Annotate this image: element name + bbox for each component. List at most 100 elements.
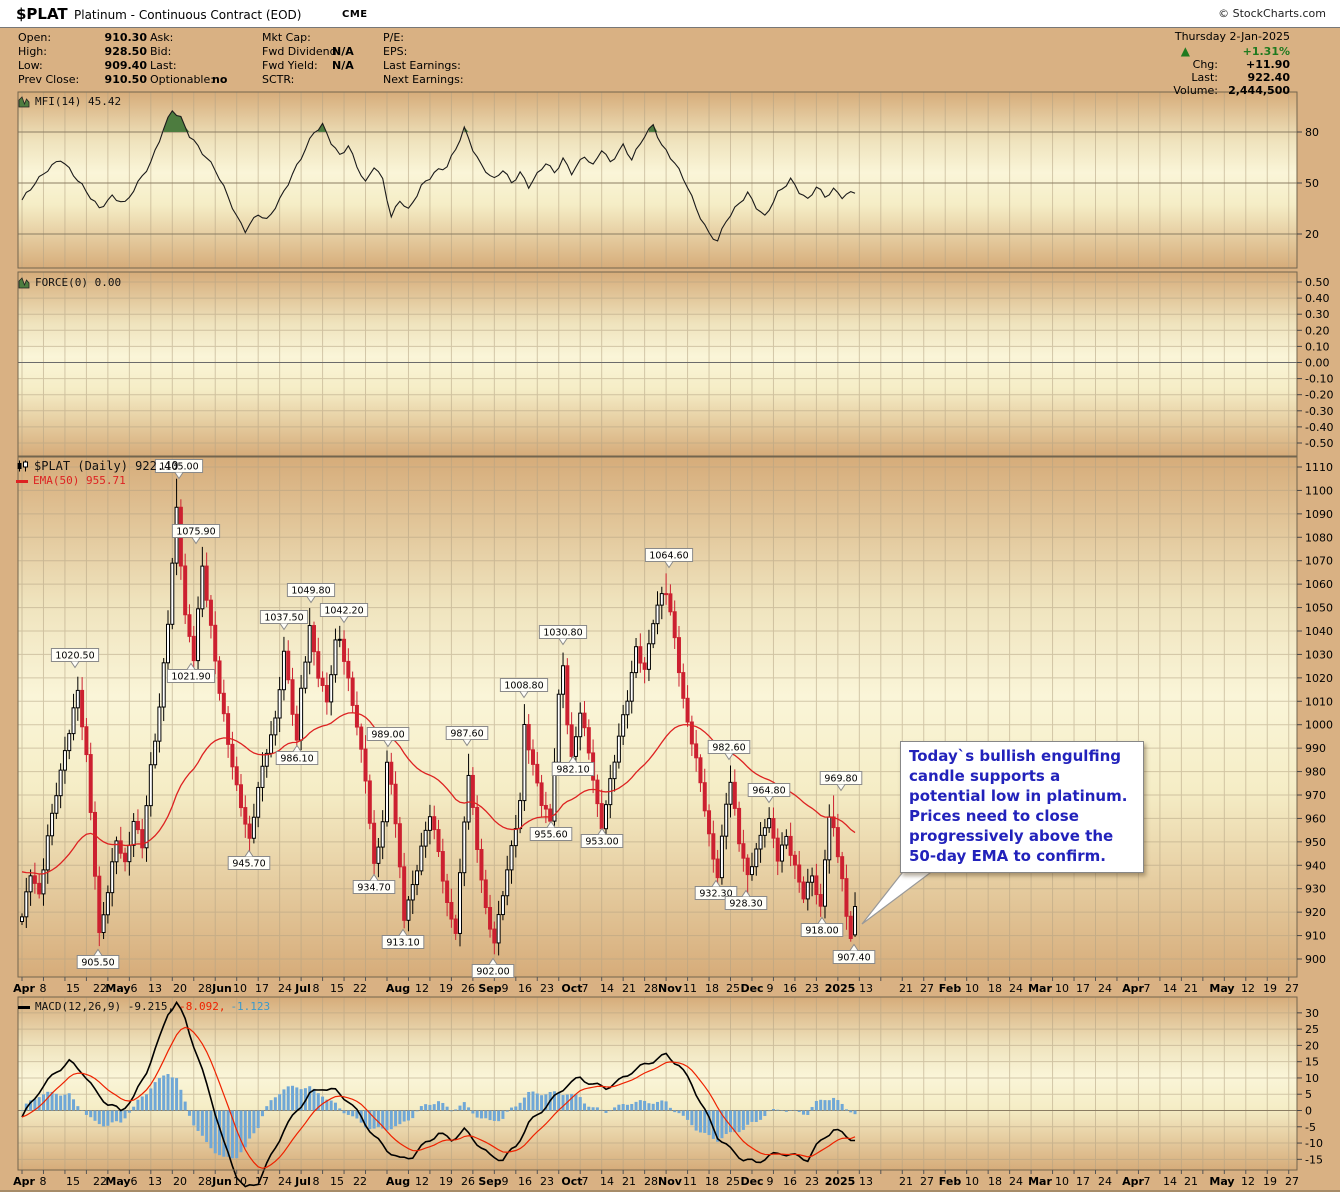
svg-text:21: 21 xyxy=(899,982,913,995)
svg-text:1070: 1070 xyxy=(1305,555,1333,568)
svg-text:987.60: 987.60 xyxy=(450,729,483,740)
svg-text:14: 14 xyxy=(1163,1175,1177,1188)
svg-text:18: 18 xyxy=(988,982,1002,995)
quote-label: Chg: xyxy=(1192,58,1218,71)
svg-text:19: 19 xyxy=(439,982,453,995)
svg-text:25: 25 xyxy=(726,982,740,995)
svg-text:12: 12 xyxy=(1241,982,1255,995)
svg-text:10: 10 xyxy=(1305,1072,1319,1085)
svg-text:13: 13 xyxy=(148,1175,162,1188)
svg-text:8: 8 xyxy=(40,1175,47,1188)
svg-text:19: 19 xyxy=(439,1175,453,1188)
svg-text:Aug: Aug xyxy=(386,1175,410,1188)
macd-histogram xyxy=(20,1074,857,1159)
svg-text:28: 28 xyxy=(198,1175,212,1188)
svg-text:24: 24 xyxy=(278,1175,292,1188)
svg-text:953.00: 953.00 xyxy=(585,837,618,848)
svg-text:1090: 1090 xyxy=(1305,508,1333,521)
price-label: $PLAT (Daily) 922.40 xyxy=(34,459,179,473)
quote-value: 910.50 xyxy=(104,73,147,86)
quote-label: Low: xyxy=(18,59,43,72)
svg-text:May: May xyxy=(1209,1175,1234,1188)
svg-text:6: 6 xyxy=(131,982,138,995)
svg-text:19: 19 xyxy=(1263,982,1277,995)
quote-label: Mkt Cap: xyxy=(262,31,311,44)
svg-text:12: 12 xyxy=(415,1175,429,1188)
svg-text:5: 5 xyxy=(1305,1088,1312,1101)
svg-text:920: 920 xyxy=(1305,906,1326,919)
macd-label: MACD(12,26,9) -9.215, xyxy=(35,1000,175,1013)
ema-label: EMA(50) 955.71 xyxy=(33,474,126,487)
svg-text:1021.90: 1021.90 xyxy=(171,672,210,683)
svg-text:0.50: 0.50 xyxy=(1305,276,1330,289)
svg-text:16: 16 xyxy=(783,1175,797,1188)
svg-text:-0.30: -0.30 xyxy=(1305,405,1333,418)
quote-value: N/A xyxy=(332,59,354,72)
ema-legend: EMA(50) 955.71 xyxy=(16,474,126,487)
callout-line: candle supports a xyxy=(909,767,1061,785)
svg-text:21: 21 xyxy=(622,1175,636,1188)
svg-text:14: 14 xyxy=(600,982,614,995)
quote-date: Thursday 2-Jan-2025 xyxy=(1174,30,1290,43)
callout-line: Today`s bullish engulfing xyxy=(909,747,1121,765)
svg-text:950: 950 xyxy=(1305,836,1326,849)
svg-text:0.20: 0.20 xyxy=(1305,324,1330,337)
force-legend: FORCE(0) 0.00 xyxy=(18,276,121,289)
quote-label: Open: xyxy=(18,31,52,44)
svg-text:Apr: Apr xyxy=(13,1175,35,1188)
callout-line: progressively above the xyxy=(909,827,1114,845)
instrument-name: Platinum - Continuous Contract (EOD) xyxy=(74,8,302,22)
quote-change-row: Last: 922.40 xyxy=(1191,71,1290,84)
percent-change-row: ▲ +1.31% xyxy=(1181,44,1290,58)
quote-value: 928.50 xyxy=(104,45,147,58)
svg-text:10: 10 xyxy=(965,1175,979,1188)
svg-text:-10: -10 xyxy=(1305,1137,1323,1150)
svg-text:1080: 1080 xyxy=(1305,531,1333,544)
macd-line-swatch xyxy=(18,1005,30,1009)
macd-legend: MACD(12,26,9) -9.215, -8.092, -1.123 xyxy=(18,1000,270,1013)
svg-text:1100: 1100 xyxy=(1305,484,1333,497)
svg-text:9: 9 xyxy=(502,982,509,995)
svg-text:Oct: Oct xyxy=(561,982,582,995)
svg-text:10: 10 xyxy=(233,1175,247,1188)
svg-text:27: 27 xyxy=(1285,982,1299,995)
svg-text:982.60: 982.60 xyxy=(712,743,745,754)
svg-text:1030: 1030 xyxy=(1305,648,1333,661)
mfi-label: MFI(14) 45.42 xyxy=(35,95,122,108)
svg-text:7: 7 xyxy=(1144,982,1151,995)
macd-signal-line xyxy=(21,1026,856,1169)
force-label: FORCE(0) 0.00 xyxy=(35,276,122,289)
svg-text:0.30: 0.30 xyxy=(1305,308,1330,321)
svg-text:28: 28 xyxy=(198,982,212,995)
callout-line: 50-day EMA to confirm. xyxy=(909,847,1106,865)
svg-text:10: 10 xyxy=(1055,982,1069,995)
svg-text:0.00: 0.00 xyxy=(1305,357,1330,370)
svg-text:21: 21 xyxy=(622,982,636,995)
svg-text:24: 24 xyxy=(1098,982,1112,995)
quote-value: +11.90 xyxy=(1245,58,1290,71)
svg-text:24: 24 xyxy=(1009,982,1023,995)
svg-text:May: May xyxy=(105,1175,130,1188)
svg-text:1075.90: 1075.90 xyxy=(176,527,215,538)
quote-label: Next Earnings: xyxy=(383,73,464,86)
svg-text:Nov: Nov xyxy=(658,982,683,995)
svg-text:0.40: 0.40 xyxy=(1305,292,1330,305)
svg-text:May: May xyxy=(105,982,130,995)
quote-value: no xyxy=(212,73,228,86)
svg-text:Apr: Apr xyxy=(13,982,35,995)
svg-text:19: 19 xyxy=(1263,1175,1277,1188)
quote-label: Fwd Dividend: xyxy=(262,45,341,58)
svg-text:10: 10 xyxy=(1055,1175,1069,1188)
svg-text:1008.80: 1008.80 xyxy=(504,681,543,692)
svg-text:1064.60: 1064.60 xyxy=(649,551,688,562)
quote-label: Fwd Yield: xyxy=(262,59,318,72)
quote-label: Optionable: xyxy=(150,73,214,86)
svg-text:Mar: Mar xyxy=(1028,1175,1052,1188)
svg-text:9: 9 xyxy=(767,1175,774,1188)
svg-text:Sep: Sep xyxy=(478,982,501,995)
svg-text:900: 900 xyxy=(1305,953,1326,966)
svg-text:7: 7 xyxy=(1144,1175,1151,1188)
svg-text:20: 20 xyxy=(173,982,187,995)
svg-text:13: 13 xyxy=(859,1175,873,1188)
candlestick-icon xyxy=(17,460,28,472)
